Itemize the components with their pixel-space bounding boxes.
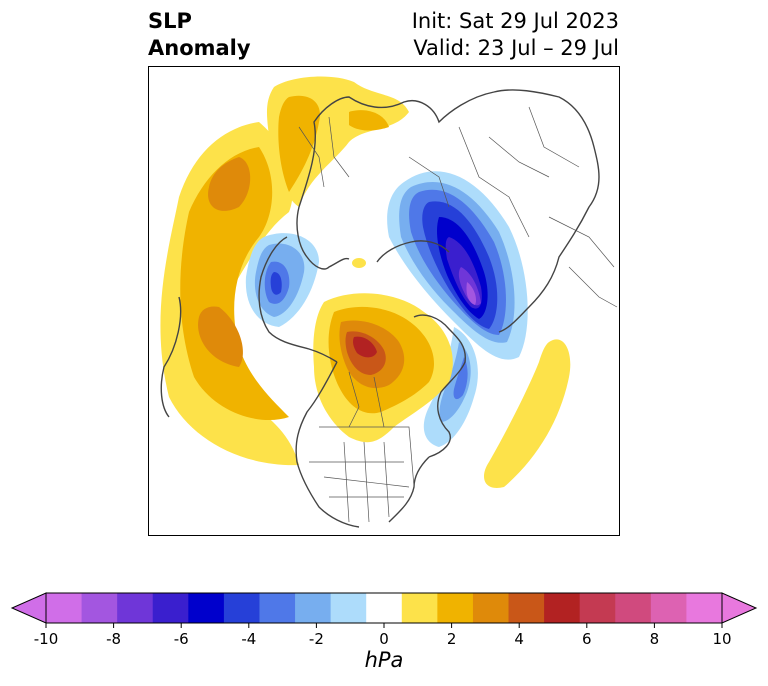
colorbar-swatch [366,593,403,623]
colorbar-swatch [401,593,438,623]
atlantic-scandinavia-high [266,76,409,207]
colorbar-swatch [686,593,723,623]
colorbar-tick-label: -2 [309,630,324,648]
political-borders [298,106,618,523]
colorbar-tick-label: 2 [447,630,457,648]
init-time: Init: Sat 29 Jul 2023 [411,9,619,33]
polar-high-spot [352,258,366,268]
colorbar-tick-label: -6 [174,630,189,648]
colorbar-swatch [117,593,154,623]
colorbar-tick-label: -8 [106,630,121,648]
colorbar-tick-label: 0 [379,630,389,648]
colorbar-swatch [330,593,367,623]
bering-low-anomaly [245,233,319,327]
colorbar-swatch [615,593,652,623]
pacific-high-anomaly [160,122,299,466]
colorbar-extend-low [10,592,47,624]
colorbar-tick-label: 6 [582,630,592,648]
colorbar-swatch [579,593,616,623]
colorbar-swatch [259,593,296,623]
colorbar-swatch [544,593,581,623]
colorbar-swatch [295,593,332,623]
colorbar-tick-label: 10 [712,630,731,648]
colorbar-swatch [472,593,510,623]
siberia-low-anomaly [387,171,528,360]
title-line-2: Anomaly [148,36,251,60]
colorbar-tick-label: -10 [34,630,59,648]
colorbar-swatch [81,593,118,623]
anomaly-map [160,76,618,528]
title-line-1: SLP [148,9,192,33]
greenland-low-anomaly [423,327,478,447]
colorbar-swatch [152,593,189,623]
colorbar-swatch [437,593,474,623]
colorbar-extend-high [721,592,758,624]
colorbar-tick-label: -4 [241,630,256,648]
colorbar-tick-label: 4 [514,630,524,648]
arctic-high-anomaly [313,293,453,443]
colorbar-tick-label: 8 [650,630,660,648]
run-info: Init: Sat 29 Jul 2023 Valid: 23 Jul – 29… [412,8,619,62]
colorbar-swatch [650,593,687,623]
colorbar: -10 -8 -6 -4 -2 0 2 4 6 8 10 [10,592,758,648]
colorbar-swatch [188,593,225,623]
colorbar-swatch [508,593,545,623]
colorbar-swatch [223,593,260,623]
valid-period: Valid: 23 Jul – 29 Jul [413,36,619,60]
chart-title: SLP Anomaly [148,8,251,62]
map-panel [148,66,620,536]
colorbar-unit: hPa [364,648,404,672]
coastlines [160,89,600,528]
atlantic-high-anomaly [484,339,571,488]
colorbar-swatch [46,593,83,623]
